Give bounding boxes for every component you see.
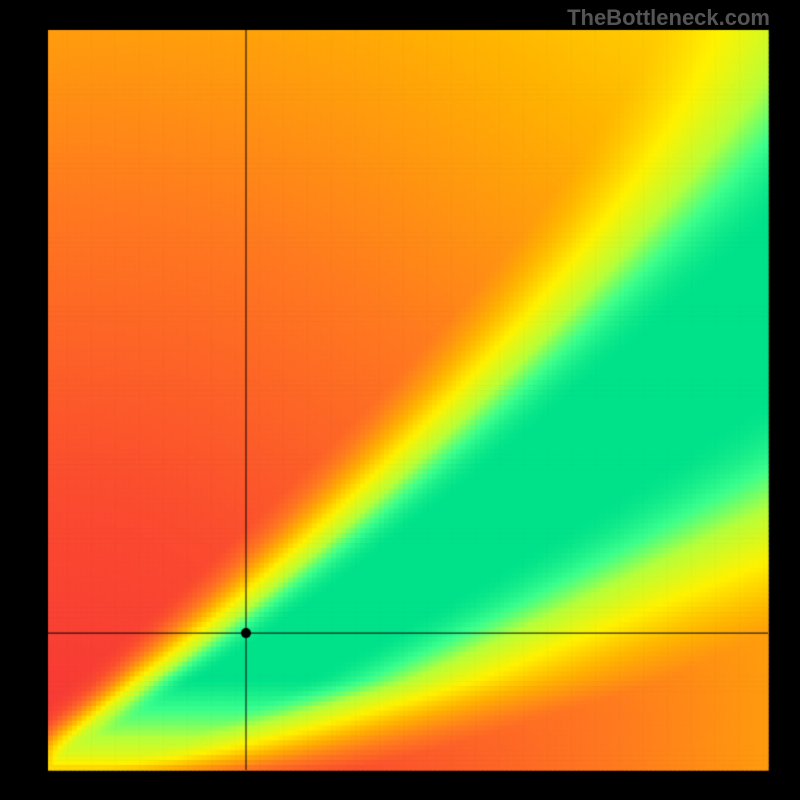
chart-container: TheBottleneck.com	[0, 0, 800, 800]
heatmap-canvas	[0, 0, 800, 800]
watermark-text: TheBottleneck.com	[567, 5, 770, 31]
